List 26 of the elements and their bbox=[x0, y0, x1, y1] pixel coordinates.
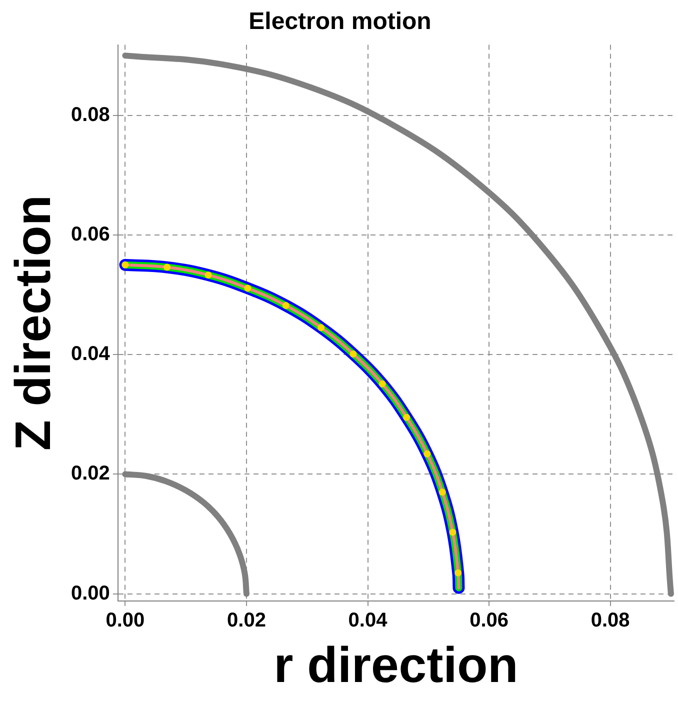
y-tick-label: 0.00 bbox=[70, 582, 110, 604]
point bbox=[378, 380, 386, 388]
x-tick-label: 0.08 bbox=[590, 610, 630, 632]
point bbox=[204, 272, 212, 279]
point bbox=[424, 450, 431, 458]
x-tick-label: 0.04 bbox=[348, 610, 388, 632]
x-tick-label: 0.02 bbox=[227, 610, 266, 632]
y-tick-label: 0.04 bbox=[70, 343, 111, 366]
point bbox=[454, 569, 462, 576]
point bbox=[122, 261, 129, 268]
point bbox=[403, 414, 410, 421]
y-tick-label: 0.06 bbox=[70, 224, 110, 246]
x-tick-label: 0.06 bbox=[470, 610, 509, 632]
x-axis-title: r direction bbox=[274, 636, 518, 693]
point bbox=[350, 350, 357, 358]
point bbox=[282, 302, 290, 310]
y-tick-label: 0.08 bbox=[70, 104, 110, 126]
y-axis-title: Z direction bbox=[4, 195, 61, 451]
point bbox=[318, 324, 325, 332]
point bbox=[244, 284, 252, 292]
point bbox=[438, 488, 446, 496]
chart-title: Electron motion bbox=[248, 8, 432, 36]
x-tick-label: 0.00 bbox=[106, 610, 145, 632]
point bbox=[449, 528, 456, 536]
point bbox=[164, 264, 171, 271]
y-tick-label: 0.02 bbox=[70, 462, 110, 485]
